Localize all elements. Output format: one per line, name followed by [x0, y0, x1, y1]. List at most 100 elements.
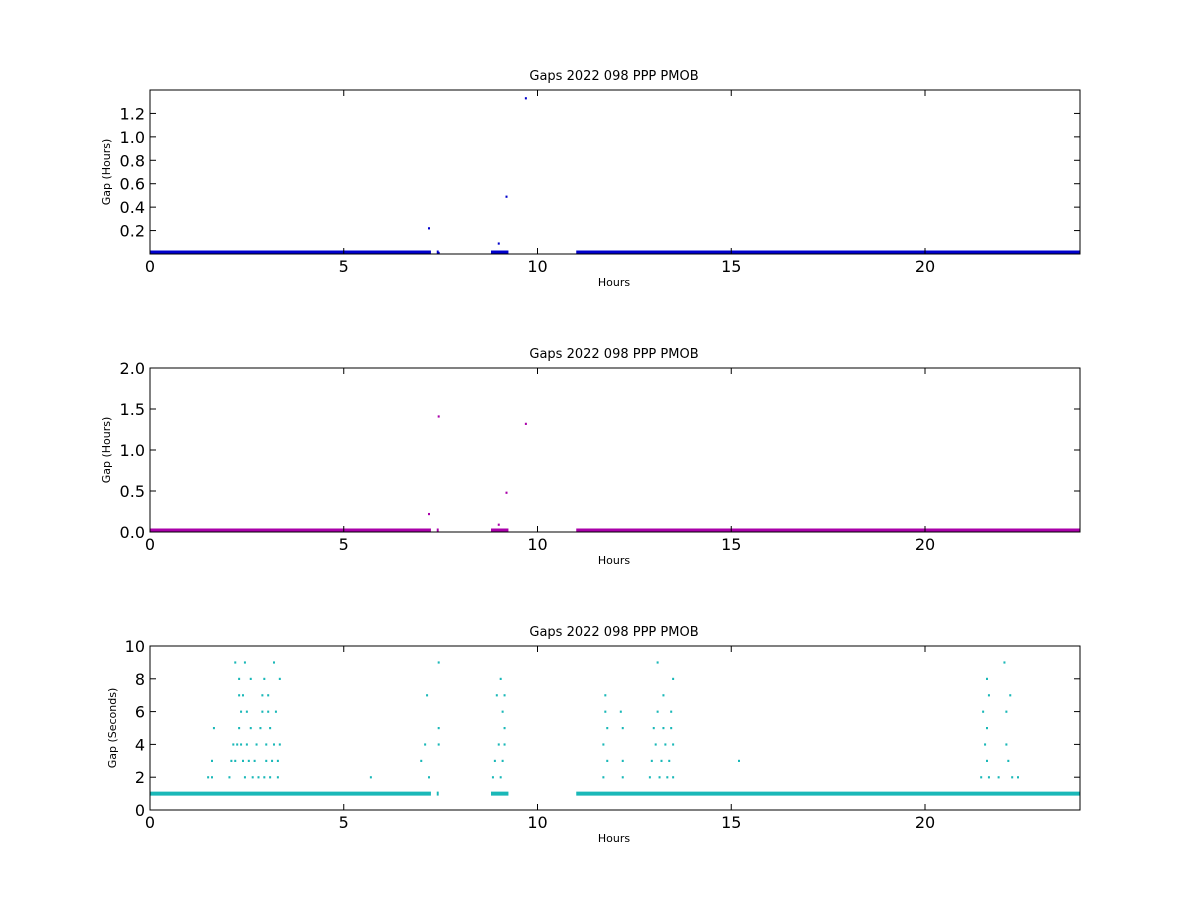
chart-1-ytick-label: 1.2 [120, 104, 145, 123]
chart-3-data-point [274, 710, 277, 713]
chart-1-ytick-label: 0.8 [120, 151, 145, 170]
chart-3-data-point [619, 710, 622, 713]
chart-3-data-point [986, 727, 988, 730]
chart-3-ytick-label: 8 [135, 670, 145, 689]
chart-1-xtick-label: 5 [339, 257, 349, 276]
chart-3-ytick-label: 6 [135, 703, 145, 722]
chart-3-data-point [269, 776, 272, 779]
chart-2-xtick-label: 5 [339, 535, 349, 554]
chart-3-data-point [604, 694, 607, 697]
chart-3-data-point [662, 727, 665, 730]
chart-3-data-point [247, 759, 250, 762]
chart-3-data-point [437, 743, 440, 746]
chart-panel-3: Gaps 2022 098 PPP PMOB 0 5 10 15 20 0 2 4 6 8 10 H… [106, 625, 1081, 845]
chart-3-data-point [276, 759, 279, 762]
chart-1-ticks: 0 5 10 15 20 0.2 0.4 0.6 0.8 1.0 1.2 [120, 90, 1080, 276]
chart-1-ylabel: Gap (Hours) [100, 139, 113, 206]
chart-3-data-point [243, 776, 246, 779]
chart-3-data-point [672, 743, 675, 746]
chart-3-data-point [495, 694, 498, 697]
chart-3-data-point [420, 759, 423, 762]
chart-3-title: Gaps 2022 098 PPP PMOB [529, 625, 698, 640]
chart-1-data-point [249, 251, 252, 255]
chart-panel-2: Gaps 2022 098 PPP PMOB 0 5 10 15 20 0.0 0.5 1.0… [100, 347, 1081, 567]
chart-3-data-point [501, 710, 504, 713]
chart-2-data-point [491, 529, 494, 532]
chart-2-xtick-label: 0 [145, 535, 155, 554]
chart-1-title: Gaps 2022 098 PPP PMOB [529, 69, 698, 84]
chart-3-data-point [234, 759, 237, 762]
chart-3-ylabel: Gap (Seconds) [106, 688, 119, 769]
chart-1-ytick-label: 0.2 [120, 222, 145, 241]
chart-3-data-point [670, 710, 673, 713]
chart-3-data-point [491, 776, 494, 779]
chart-3-data-point [269, 727, 272, 730]
chart-3-data-point [503, 694, 506, 697]
chart-2-xlabel: Hours [598, 554, 630, 567]
chart-2-xtick-label: 10 [527, 535, 547, 554]
chart-2-data-point [524, 422, 527, 425]
chart-1-ytick-label: 0.4 [120, 198, 145, 217]
chart-3-data-point [261, 694, 264, 697]
chart-3-data-point [240, 710, 243, 713]
chart-2-ytick-label: 0.5 [120, 482, 145, 501]
chart-1-data-point [428, 227, 430, 230]
chart-1-data-point [437, 251, 440, 255]
chart-3-data-point [437, 661, 440, 664]
chart-3-data-point [606, 759, 609, 762]
chart-3-data-point [986, 759, 988, 762]
chart-3-data-point [980, 776, 983, 779]
chart-1-xtick-label: 20 [915, 257, 935, 276]
chart-2-xtick-label: 20 [915, 535, 935, 554]
chart-2-data-point [505, 491, 508, 494]
chart-3-xtick-label: 0 [145, 813, 155, 832]
chart-1-ytick-label: 0.6 [120, 175, 145, 194]
chart-3-data-point [273, 743, 275, 746]
chart-3-data-point [1009, 694, 1012, 697]
chart-1-plot-area [150, 97, 1080, 255]
chart-3-data-point [621, 759, 624, 762]
chart-3-data-point [662, 694, 665, 697]
chart-3-data-point [245, 743, 248, 746]
chart-3-data-point [424, 743, 427, 746]
chart-3-data-point [236, 743, 239, 746]
chart-3-data-point [259, 727, 262, 730]
chart-1-data-point [491, 250, 494, 253]
chart-1-xtick-label: 15 [721, 257, 741, 276]
chart-3-data-point [267, 694, 270, 697]
chart-3-data-point [1007, 759, 1010, 762]
chart-2-ylabel: Gap (Hours) [100, 417, 113, 484]
chart-3-data-point [1005, 743, 1008, 746]
chart-2-data-point [437, 415, 440, 418]
chart-3-data-point [242, 694, 244, 697]
chart-2-title: Gaps 2022 098 PPP PMOB [529, 347, 698, 362]
chart-3-data-point [672, 776, 675, 779]
chart-3-data-point [238, 694, 241, 697]
chart-3-data-point [211, 759, 213, 762]
chart-3-data-point [278, 743, 281, 746]
chart-3-data-point [621, 727, 624, 730]
chart-3-data-point [267, 710, 270, 713]
chart-3-data-point [621, 776, 624, 779]
chart-1-data-point [505, 195, 508, 198]
chart-2-data-point [497, 523, 500, 526]
chart-3-data-point [245, 710, 248, 713]
chart-3-data-point [207, 776, 210, 779]
chart-3-data-point [666, 776, 669, 779]
chart-3-data-point [658, 776, 661, 779]
chart-3-xlabel: Hours [598, 832, 630, 845]
chart-2-data-point [428, 512, 430, 516]
chart-3-data-point [276, 776, 279, 779]
chart-1-xtick-label: 0 [145, 257, 155, 276]
chart-3-data-point [265, 759, 268, 762]
chart-3-xtick-label: 5 [339, 813, 349, 832]
chart-3-data-point [648, 776, 651, 779]
chart-3-data-point [249, 727, 252, 730]
chart-panel-1: Gaps 2022 098 PPP PMOB 0 5 10 15 20 0.2 0.4 0.6… [100, 69, 1081, 289]
chart-3-data-point [602, 743, 605, 746]
chart-2-ticks: 0 5 10 15 20 0.0 0.5 1.0 1.5 2.0 [120, 359, 1080, 554]
chart-3-data-point [1005, 710, 1008, 713]
chart-2-plot-area [150, 415, 1080, 533]
chart-3-data-point [240, 743, 243, 746]
